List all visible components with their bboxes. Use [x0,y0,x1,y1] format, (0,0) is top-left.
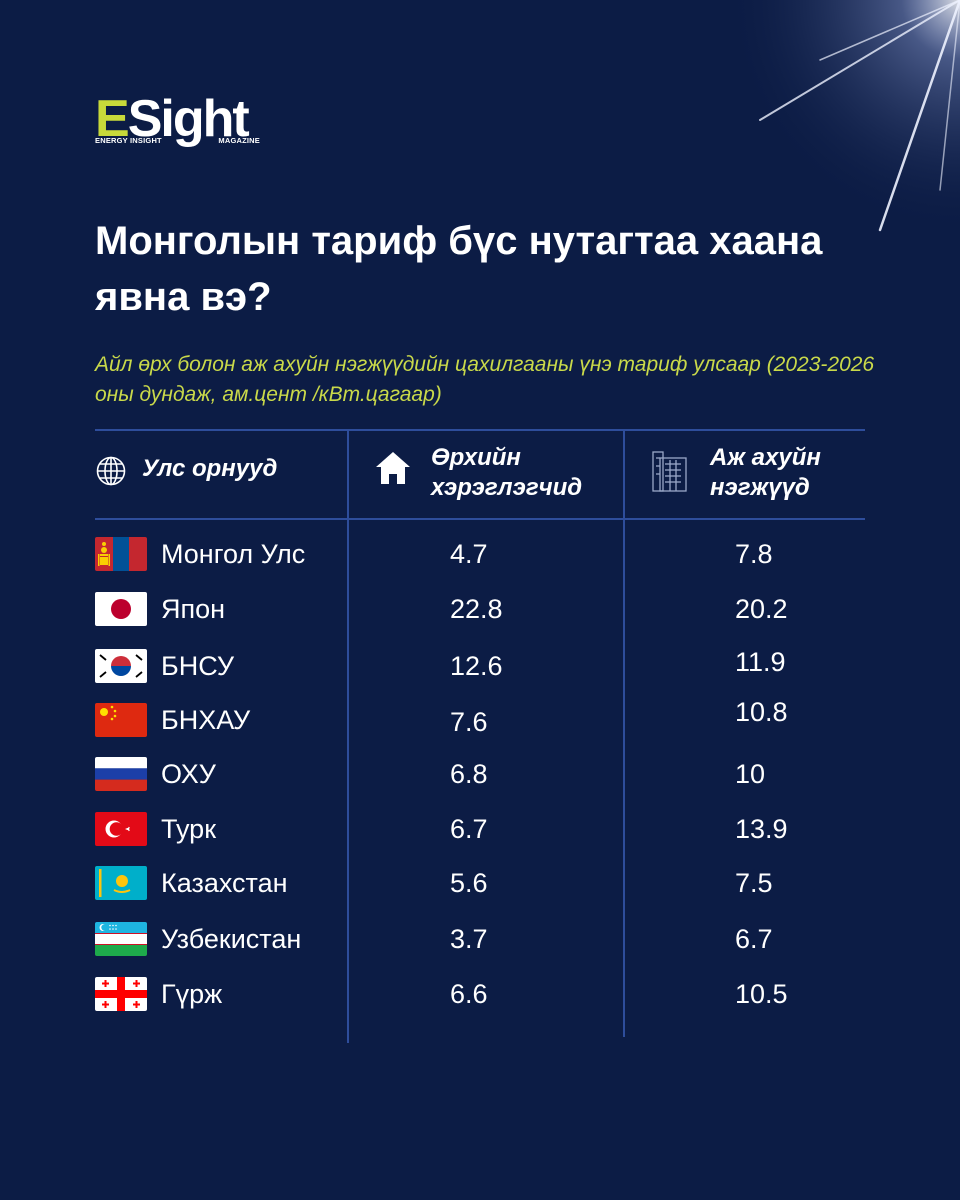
table-top-rule [95,429,865,431]
office-building-icon [652,451,687,492]
column-divider-2 [623,431,625,1037]
south-korea-flag [95,649,147,683]
table-row: БНСУ 12.6 11.9 [95,646,875,686]
business-value: 7.5 [735,868,773,898]
china-flag [95,703,147,737]
country-name: Узбекистан [161,924,302,954]
table-row: Япон 22.8 20.2 [95,589,875,629]
country-name: Монгол Улс [161,539,306,569]
household-value: 4.7 [450,539,488,569]
household-value: 6.8 [450,759,488,789]
household-value: 7.6 [450,707,488,737]
table-header-rule [95,518,865,520]
country-name: Гүрж [161,979,223,1009]
business-value: 10 [735,759,766,789]
household-value: 5.6 [450,868,488,898]
business-value: 10.5 [735,979,788,1009]
business-value: 11.9 [735,647,786,677]
header-household: Өрхийн хэрэглэгчид [431,444,583,501]
household-value: 6.6 [450,979,488,1009]
kazakhstan-flag [95,866,147,900]
business-value: 10.8 [735,697,788,727]
header-business: Аж ахуйн нэгжүүд [710,444,821,501]
table-row: Узбекистан 3.7 6.7 [95,919,875,959]
table-row: Турк 6.7 13.9 [95,809,875,849]
uzbekistan-flag [95,922,147,956]
table-row: ОХУ 6.8 10 [95,754,875,794]
header-country: Улс орнууд [142,455,278,482]
country-name: Казахстан [161,868,288,898]
table-row: Казахстан 5.6 7.5 [95,863,875,903]
country-name: ОХУ [161,759,216,789]
business-value: 13.9 [735,814,788,844]
globe-icon [96,456,126,486]
table-row: Монгол Улс 4.7 7.8 [95,534,875,574]
table-row: БНХАУ 7.6 10.8 [95,697,875,740]
country-name: Турк [161,814,217,844]
logo-tagline: ENERGY INSIGHT MAGAZINE [95,136,260,145]
esight-logo: ESight ENERGY INSIGHT MAGAZINE [95,93,265,153]
georgia-flag [95,977,147,1011]
country-name: БНХАУ [161,705,251,735]
table-row: Гүрж 6.6 10.5 [95,974,875,1014]
column-divider-1 [347,431,349,1043]
japan-flag [95,592,147,626]
page-subtitle: Айл өрх болон аж ахуйн нэгжүүдийн цахилг… [95,353,875,406]
household-value: 6.7 [450,814,488,844]
business-value: 7.8 [735,539,773,569]
household-value: 12.6 [450,651,503,681]
turkey-flag [95,812,147,846]
logo-wordmark: ESight [95,90,250,148]
mongolia-flag [95,537,147,571]
house-icon [376,452,410,484]
country-name: Япон [161,594,226,624]
household-value: 22.8 [450,594,503,624]
household-value: 3.7 [450,924,488,954]
business-value: 20.2 [735,594,788,624]
country-name: БНСУ [161,651,234,681]
russia-flag [95,757,147,791]
page-title: Монголын тариф бүс нутагтаа хаана явна в… [95,219,823,319]
business-value: 6.7 [735,924,773,954]
